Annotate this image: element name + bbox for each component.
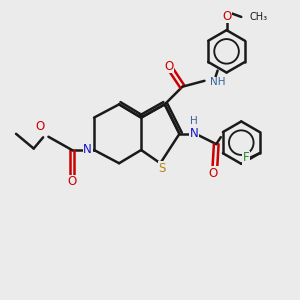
Text: N: N (83, 143, 92, 157)
Text: O: O (209, 167, 218, 180)
Text: S: S (158, 162, 166, 175)
Text: O: O (67, 175, 76, 188)
Text: H: H (190, 116, 198, 126)
Text: O: O (36, 120, 45, 133)
Text: O: O (164, 60, 174, 73)
Text: NH: NH (210, 77, 225, 87)
Text: CH₃: CH₃ (250, 12, 268, 22)
Text: F: F (242, 151, 249, 164)
Text: O: O (222, 10, 231, 23)
Text: N: N (190, 127, 199, 140)
